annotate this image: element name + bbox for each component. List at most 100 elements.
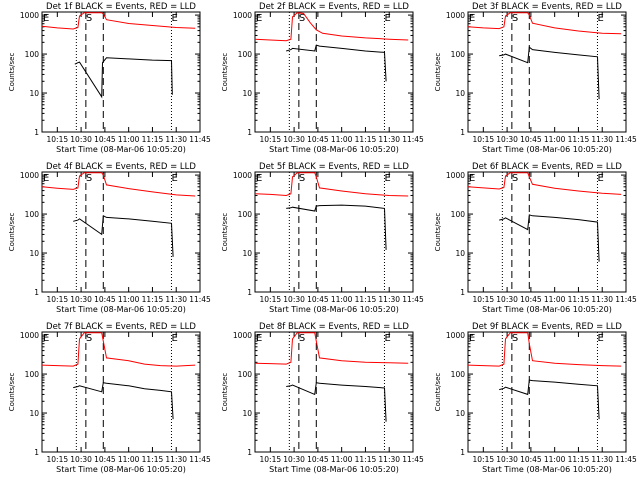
- x-tick-label: 10:15: [260, 455, 282, 464]
- plot-frame: [254, 11, 414, 133]
- y-tick-label: 1: [34, 448, 39, 457]
- x-axis-label: Start Time (08-Mar-06 10:05:20): [482, 305, 612, 314]
- y-tick-label: 100: [451, 210, 466, 219]
- y-tick-label: 1000: [20, 11, 39, 20]
- panel-title: Det 7f BLACK = Events, RED = LLD: [46, 322, 196, 332]
- x-tick-label: 10:45: [307, 295, 329, 304]
- y-tick-label: 1: [247, 128, 252, 137]
- x-tick-label: 11:30: [591, 135, 613, 144]
- y-tick-label: 10: [242, 89, 252, 98]
- event-marker-E: E: [384, 13, 390, 24]
- y-tick-label: 10: [29, 409, 39, 418]
- x-tick-label: 11:15: [568, 295, 590, 304]
- x-axis-label: Start Time (08-Mar-06 10:05:20): [482, 145, 612, 154]
- panel-title: Det 1f BLACK = Events, RED = LLD: [46, 2, 196, 12]
- plot-frame: [467, 11, 627, 133]
- x-tick-label: 10:15: [473, 455, 495, 464]
- y-axis-label: Counts/sec: [221, 53, 229, 92]
- event-marker-E: E: [171, 13, 177, 24]
- lld-series-line: [41, 12, 196, 30]
- plot-frame: [41, 11, 201, 133]
- event-marker-S: S: [512, 333, 518, 344]
- x-tick-label: 10:45: [520, 135, 542, 144]
- events-series-line: [499, 214, 600, 262]
- x-tick-label: 11:00: [544, 455, 566, 464]
- x-tick-label: 10:30: [70, 455, 92, 464]
- panel-8f: Det 8f BLACK = Events, RED = LLD 1 10 100 10…: [221, 322, 424, 474]
- y-tick-label: 10: [29, 89, 39, 98]
- event-marker-E: E: [43, 333, 49, 344]
- lld-series-line: [254, 12, 409, 42]
- events-series-line: [74, 57, 173, 99]
- lld-series-line: [254, 332, 409, 365]
- x-tick-label: 10:45: [307, 135, 329, 144]
- y-tick-label: 1000: [446, 11, 465, 20]
- x-tick-label: 11:30: [378, 455, 400, 464]
- lld-series-line: [254, 172, 409, 197]
- x-tick-label: 11:15: [568, 135, 590, 144]
- x-tick-label: 11:00: [544, 295, 566, 304]
- x-tick-label: 11:15: [355, 455, 377, 464]
- x-tick-label: 11:30: [378, 295, 400, 304]
- y-tick-label: 100: [25, 370, 40, 379]
- y-tick-label: 100: [451, 370, 466, 379]
- event-marker-E: E: [171, 173, 177, 184]
- panel-4f: Det 4f BLACK = Events, RED = LLD 1 10 100 10…: [8, 162, 211, 314]
- lld-series-line: [467, 12, 622, 35]
- x-tick-label: 11:45: [402, 295, 424, 304]
- x-tick-label: 11:30: [591, 455, 613, 464]
- y-axis-label: Counts/sec: [221, 373, 229, 412]
- y-tick-label: 1: [247, 448, 252, 457]
- x-tick-label: 11:45: [189, 455, 211, 464]
- panel-6f: Det 6f BLACK = Events, RED = LLD 1 10 100 10…: [434, 162, 637, 314]
- events-series-line: [499, 379, 600, 420]
- x-tick-label: 11:30: [591, 295, 613, 304]
- event-marker-S: S: [86, 333, 92, 344]
- y-tick-label: 100: [238, 370, 253, 379]
- x-tick-label: 11:15: [142, 135, 164, 144]
- y-tick-label: 100: [25, 210, 40, 219]
- x-tick-label: 10:30: [283, 135, 305, 144]
- y-tick-label: 1: [247, 288, 252, 297]
- x-tick-label: 11:45: [402, 135, 424, 144]
- event-marker-E: E: [469, 13, 475, 24]
- panel-9f: Det 9f BLACK = Events, RED = LLD 1 10 100 10…: [434, 322, 637, 474]
- x-tick-label: 10:15: [260, 295, 282, 304]
- x-tick-label: 10:15: [473, 135, 495, 144]
- events-series-line: [286, 382, 387, 422]
- panel-5f: Det 5f BLACK = Events, RED = LLD 1 10 100 10…: [221, 162, 424, 314]
- x-tick-label: 11:00: [544, 135, 566, 144]
- panel-1f: Det 1f BLACK = Events, RED = LLD 1 10 100 10…: [8, 2, 211, 154]
- y-tick-label: 1000: [233, 331, 252, 340]
- event-marker-S: S: [86, 173, 92, 184]
- x-tick-label: 10:30: [496, 295, 518, 304]
- event-marker-E: E: [256, 333, 262, 344]
- x-tick-label: 11:30: [165, 135, 187, 144]
- event-marker-S: S: [512, 13, 518, 24]
- panel-title: Det 2f BLACK = Events, RED = LLD: [259, 2, 409, 12]
- x-axis-label: Start Time (08-Mar-06 10:05:20): [56, 145, 186, 154]
- y-axis-label: Counts/sec: [434, 373, 442, 412]
- x-axis-label: Start Time (08-Mar-06 10:05:20): [269, 145, 399, 154]
- x-tick-label: 10:15: [473, 295, 495, 304]
- y-axis-label: Counts/sec: [8, 213, 16, 252]
- x-tick-label: 10:15: [47, 455, 69, 464]
- events-series-line: [499, 46, 600, 100]
- y-axis-label: Counts/sec: [221, 213, 229, 252]
- x-tick-label: 10:30: [283, 455, 305, 464]
- x-tick-label: 11:30: [165, 455, 187, 464]
- x-tick-label: 11:15: [355, 135, 377, 144]
- x-tick-label: 11:45: [189, 295, 211, 304]
- events-series-line: [73, 215, 174, 257]
- x-tick-label: 11:45: [402, 455, 424, 464]
- x-tick-label: 11:15: [568, 455, 590, 464]
- panel-7f: Det 7f BLACK = Events, RED = LLD 1 10 100 10…: [8, 322, 211, 474]
- y-tick-label: 10: [455, 249, 465, 258]
- x-tick-label: 11:00: [331, 135, 353, 144]
- y-tick-label: 10: [29, 249, 39, 258]
- x-tick-label: 10:45: [520, 295, 542, 304]
- event-marker-E: E: [469, 333, 475, 344]
- event-marker-S: S: [299, 333, 305, 344]
- y-tick-label: 100: [238, 210, 253, 219]
- x-tick-label: 11:45: [189, 135, 211, 144]
